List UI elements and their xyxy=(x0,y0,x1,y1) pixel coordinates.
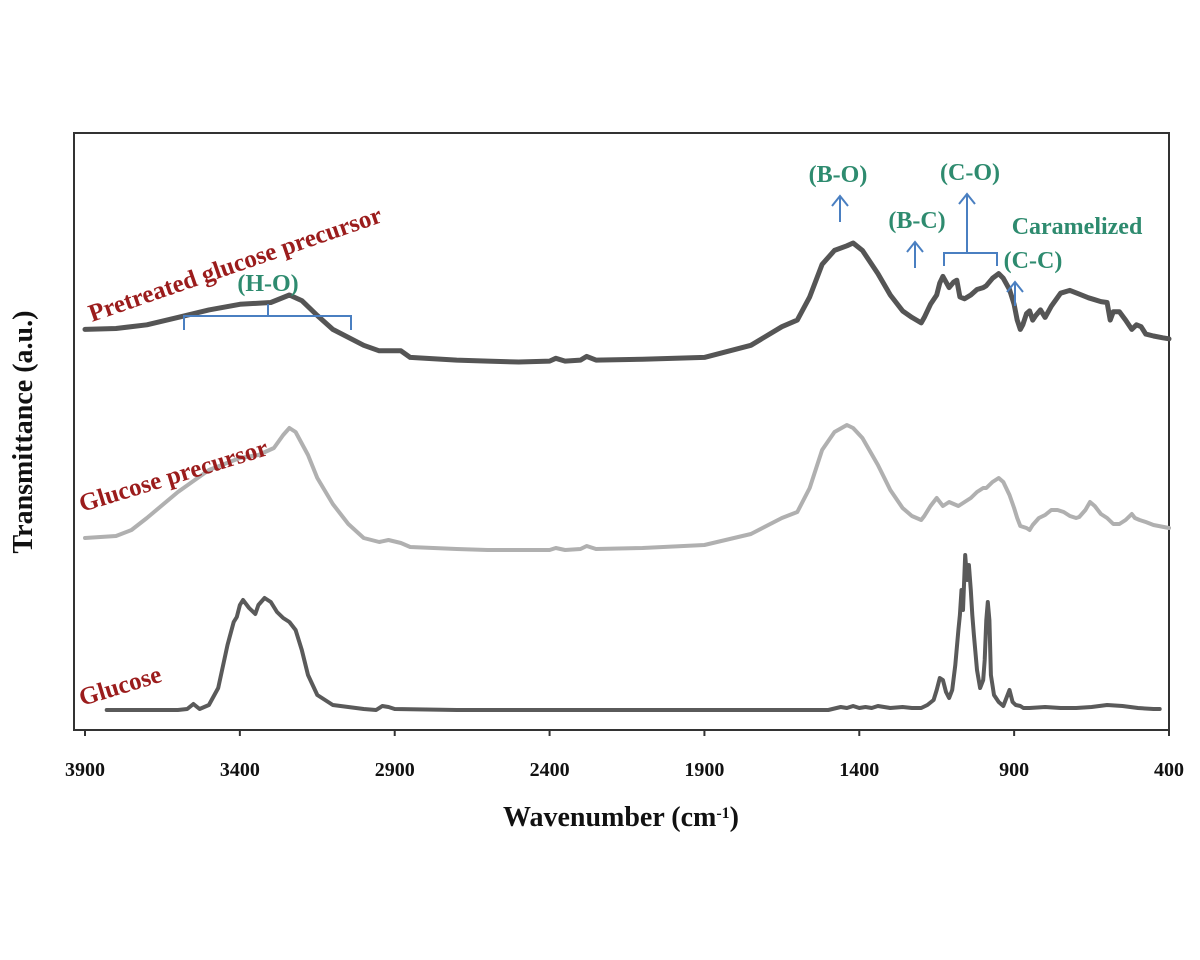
series-line-glucose xyxy=(104,553,1162,712)
y-axis-title: Transmittance (a.u.) xyxy=(8,311,39,554)
svg-text:(B-O): (B-O) xyxy=(809,162,868,188)
annotation-c-o: (C-O) xyxy=(940,160,1000,266)
x-tick-label: 900 xyxy=(999,759,1029,781)
x-tick-label: 2900 xyxy=(375,759,415,781)
annotation-c-c: (C-C) xyxy=(1004,248,1063,306)
annotation-caramelized: Caramelized xyxy=(1012,214,1143,240)
series-label-glucose: Glucose xyxy=(76,661,165,712)
x-axis-title: Wavenumber (cm-1) xyxy=(503,802,739,833)
x-tick-label: 3900 xyxy=(65,759,105,781)
series-line-glucose-precursor xyxy=(83,423,1171,552)
svg-text:(B-C): (B-C) xyxy=(888,208,945,234)
series-label-pretreated: Pretreated glucose precursor xyxy=(85,202,385,328)
svg-text:(C-C): (C-C) xyxy=(1004,248,1063,274)
svg-text:Caramelized: Caramelized xyxy=(1012,214,1143,240)
series-lines xyxy=(82,240,1172,712)
x-tick-label: 400 xyxy=(1154,759,1184,781)
x-tick-label: 1400 xyxy=(839,759,879,781)
svg-text:(C-O): (C-O) xyxy=(940,160,1000,186)
series-label-glucose-precursor: Glucose precursor xyxy=(76,435,271,518)
x-tick-label: 2400 xyxy=(530,759,570,781)
x-axis-ticks: 3900 3400 2900 2400 1900 1400 900 400 xyxy=(65,730,1184,781)
x-tick-label: 1900 xyxy=(684,759,724,781)
x-tick-label: 3400 xyxy=(220,759,260,781)
annotation-b-c: (B-C) xyxy=(888,208,946,268)
series-line-pretreated xyxy=(82,240,1172,365)
annotation-h-o: (H-O) xyxy=(183,271,352,330)
plot-frame xyxy=(73,132,1170,731)
svg-text:(H-O): (H-O) xyxy=(237,271,298,297)
annotation-b-o: (B-O) xyxy=(809,162,868,222)
